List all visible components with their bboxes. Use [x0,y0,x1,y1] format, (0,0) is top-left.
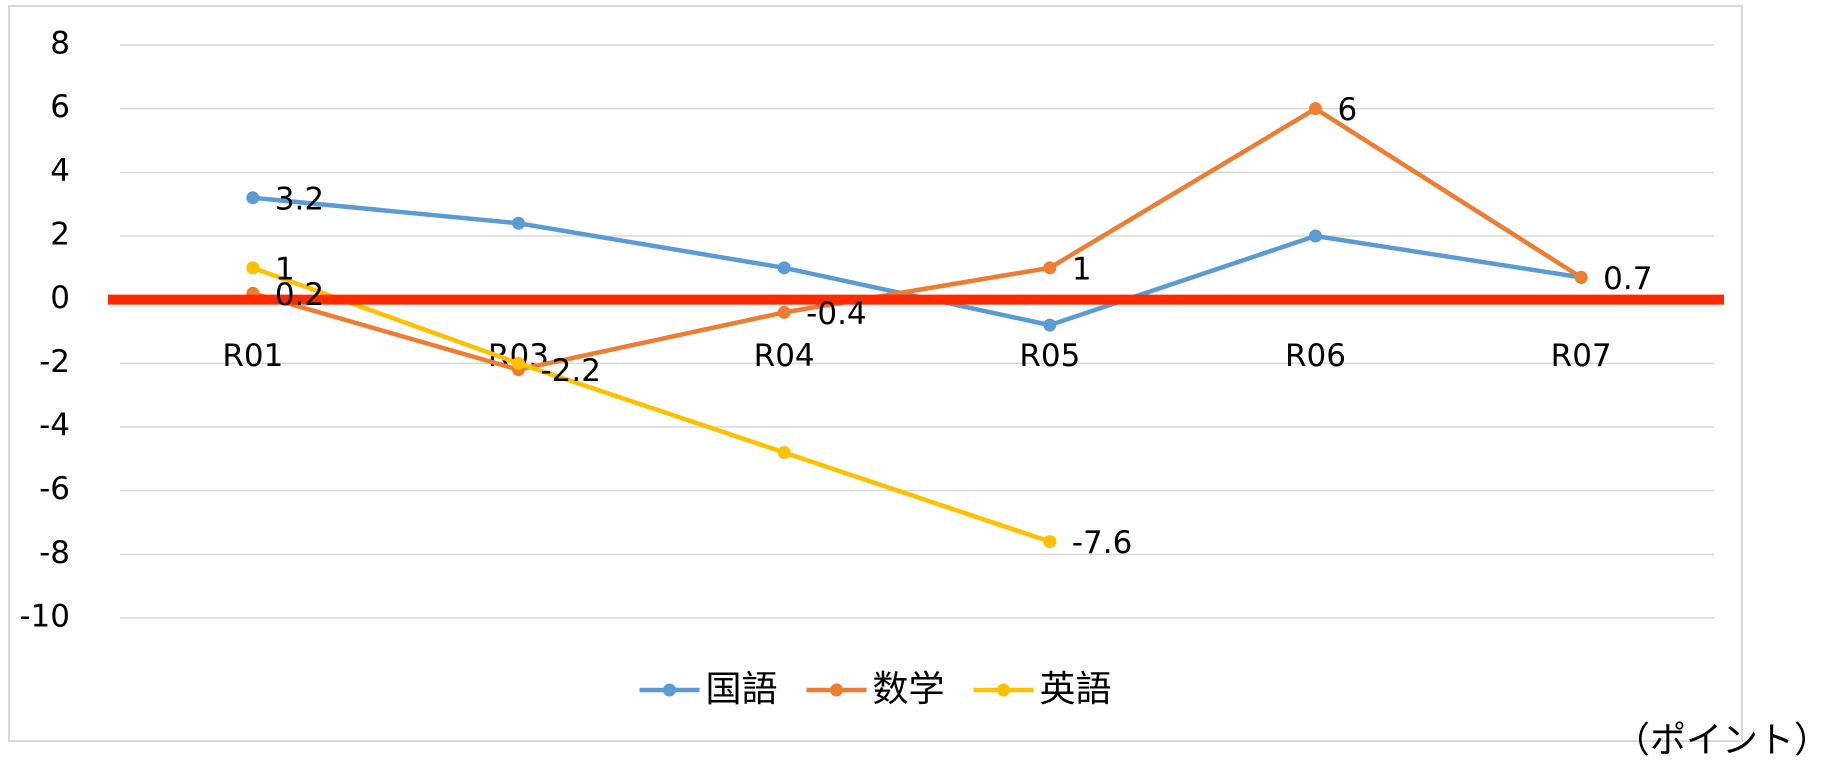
legend-marker [663,683,676,697]
y-tick-label: -4 [39,408,70,444]
legend-label: 英語 [1040,669,1112,710]
data-point [1574,270,1588,284]
data-label: -0.4 [806,296,867,332]
legend-marker [997,683,1010,697]
data-label: 1 [275,251,295,287]
data-point [512,356,525,370]
legend-label: 国語 [706,669,778,710]
data-point [512,216,525,230]
x-tick-label: R06 [1285,338,1346,374]
x-tick-label: R01 [222,338,283,374]
y-tick-label: -10 [19,599,70,635]
series-line [252,106,1583,372]
y-tick-label: 2 [50,217,70,253]
y-tick-label: 0 [50,280,70,316]
series-line [252,265,1051,544]
data-label: -7.6 [1072,525,1133,561]
unit-note: （ポイント） [1614,720,1830,761]
y-tick-label: 8 [50,26,70,62]
data-point [1043,535,1057,549]
y-tick-label: -8 [39,535,70,571]
legend-marker [830,683,843,697]
data-label: 3.2 [275,181,324,217]
data-point [1309,102,1322,116]
data-point [777,305,791,319]
data-label: 1 [1072,251,1092,287]
data-label: 0.7 [1603,261,1652,297]
data-point [246,191,260,205]
data-label: -2.2 [541,353,602,389]
x-tick-label: R07 [1551,338,1612,374]
y-tick-label: -2 [39,344,70,380]
legend-label: 数学 [873,669,945,710]
y-tick-label: -6 [39,471,70,507]
data-point [1043,318,1057,332]
x-tick-label: R05 [1019,338,1080,374]
y-tick-label: 4 [50,153,70,189]
x-tick-label: R04 [754,338,815,374]
data-point [777,445,791,459]
data-point [1309,229,1322,243]
data-point [777,261,791,275]
y-tick-label: 6 [50,89,70,125]
data-point [1043,261,1057,275]
data-label: 0.2 [275,277,324,313]
data-label: 6 [1338,92,1358,128]
data-point [246,261,260,275]
